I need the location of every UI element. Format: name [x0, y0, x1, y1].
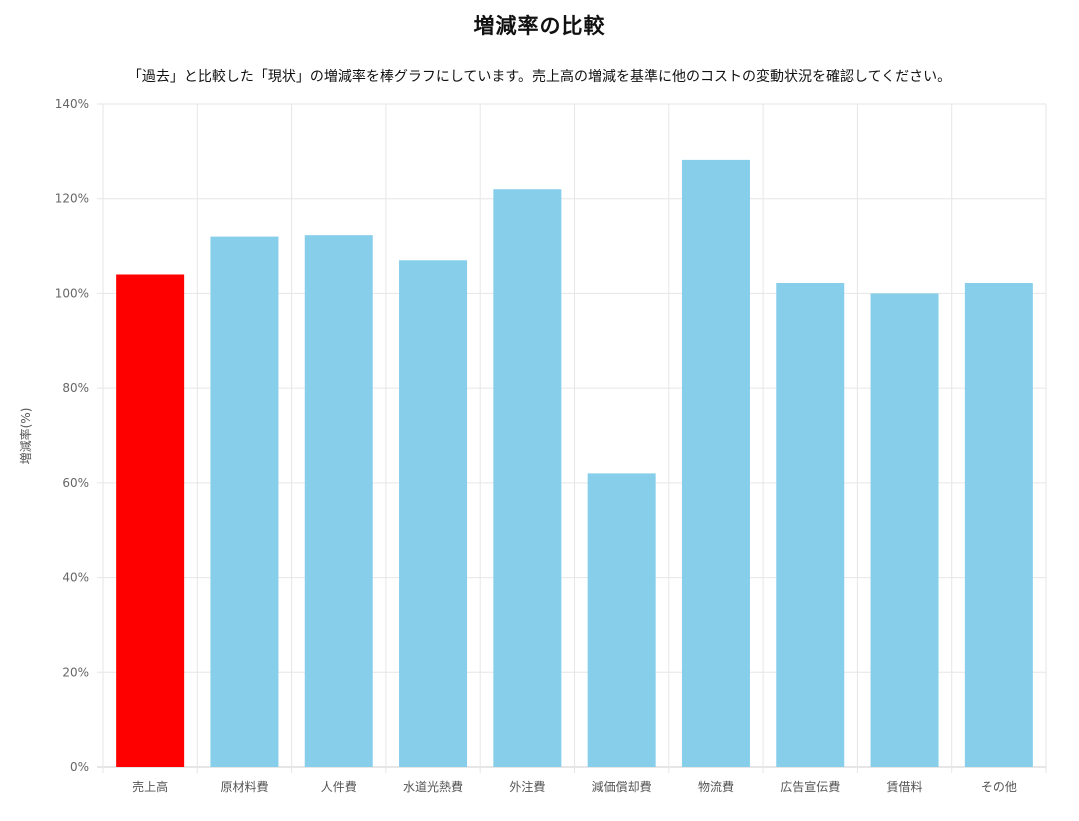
chart-title: 増減率の比較: [473, 14, 606, 38]
bar-1[interactable]: [116, 274, 185, 767]
bar-10[interactable]: [964, 283, 1033, 767]
x-tick-label: その他: [981, 780, 1017, 794]
grid-lines: [97, 103, 1047, 773]
bar-8[interactable]: [776, 283, 845, 767]
y-tick-label: 140%: [55, 97, 89, 111]
x-tick-label: 減価償却費: [592, 779, 652, 794]
y-tick-label: 40%: [62, 571, 89, 585]
x-tick-label: 売上高: [132, 779, 168, 794]
x-tick-label: 物流費: [698, 779, 734, 794]
x-tick-label: 外注費: [509, 779, 545, 794]
x-tick-label: 水道光熱費: [403, 779, 463, 794]
bar-3[interactable]: [304, 235, 373, 767]
y-tick-label: 20%: [62, 665, 89, 679]
bar-6[interactable]: [587, 473, 656, 767]
bar-4[interactable]: [399, 260, 468, 767]
y-tick-label: 80%: [62, 381, 89, 395]
y-tick-label: 0%: [70, 760, 89, 774]
x-tick-label: 人件費: [321, 779, 357, 794]
bar-5[interactable]: [493, 189, 562, 767]
bar-7[interactable]: [681, 159, 750, 768]
y-tick-label: 100%: [55, 286, 89, 300]
x-tick-label: 広告宣伝費: [780, 779, 840, 794]
x-tick-label: 賃借料: [887, 779, 923, 794]
y-tick-label: 120%: [55, 192, 89, 206]
y-tick-label: 60%: [62, 476, 89, 490]
axes: 0% 20% 40% 60% 80% 100% 120% 140% 売上高 原材料費 人件費 水道光熱…: [55, 97, 1017, 794]
bars: [116, 159, 1033, 768]
x-tick-label: 原材料費: [220, 779, 268, 794]
chart-subtitle: 「過去」と比較した「現状」の増減率を棒グラフにしています。売上高の増減を基準に他…: [127, 69, 952, 85]
y-axis-title: 増減率(%): [18, 408, 33, 465]
bar-9[interactable]: [870, 293, 939, 767]
bar-2[interactable]: [210, 236, 279, 768]
